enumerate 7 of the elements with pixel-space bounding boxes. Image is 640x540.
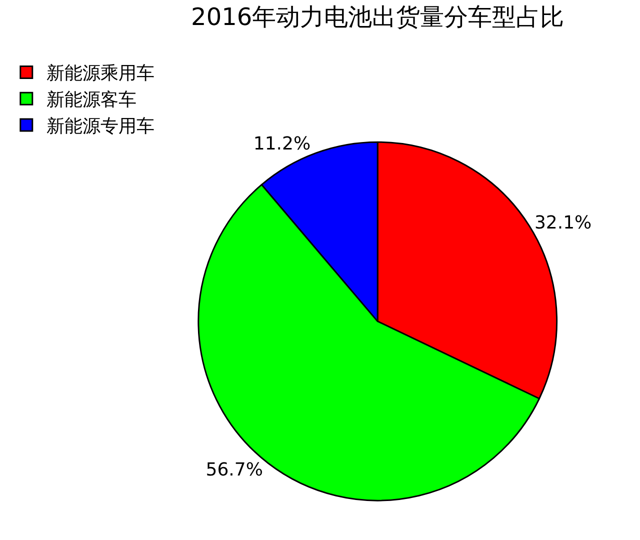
legend-label: 新能源专用车	[46, 116, 154, 138]
legend-label: 新能源乘用车	[46, 63, 154, 84]
legend-label: 新能源客车	[46, 90, 136, 111]
data-label: 11.2%	[253, 133, 311, 154]
data-label: 32.1%	[534, 212, 592, 234]
chart-title: 2016年动力电池出货量分车型占比	[191, 2, 564, 31]
data-label: 56.7%	[206, 459, 263, 480]
